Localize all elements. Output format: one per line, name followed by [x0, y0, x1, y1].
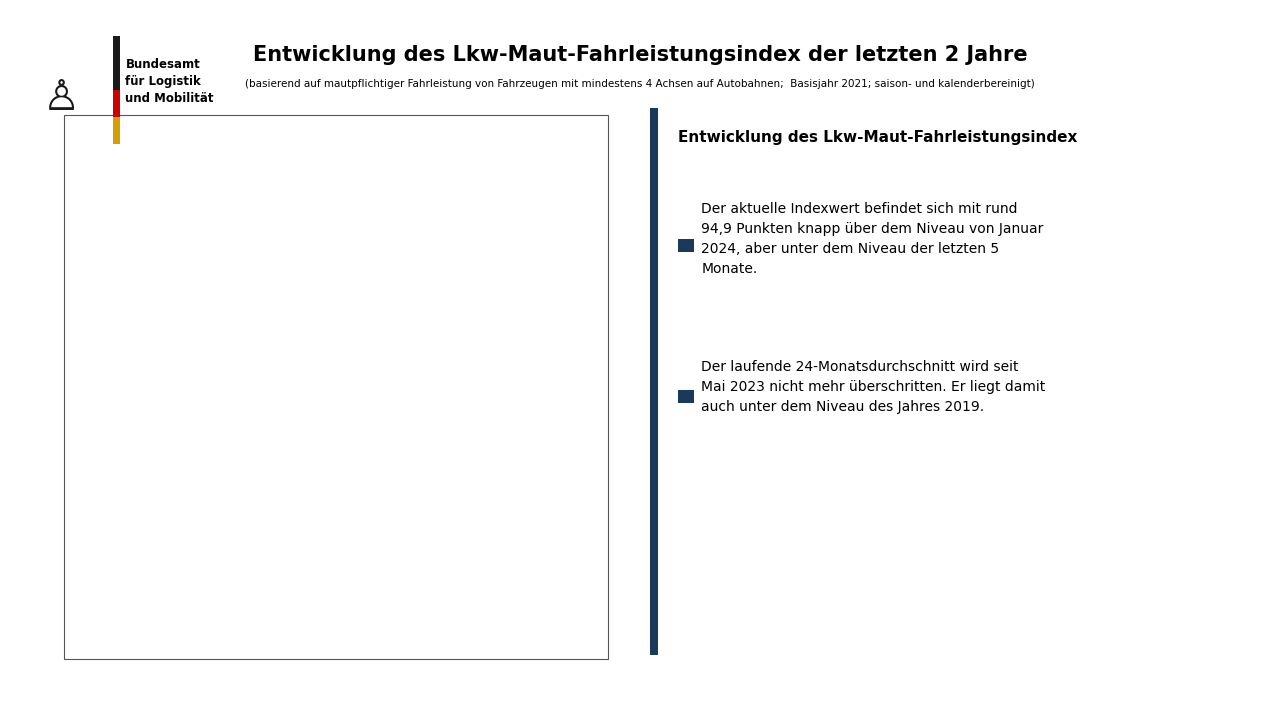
Text: Der laufende 24-Monatsdurchschnitt wird seit
Mai 2023 nicht mehr überschritten. : Der laufende 24-Monatsdurchschnitt wird … — [701, 360, 1046, 414]
Text: Bundesamt
für Logistik
und Mobilität: Bundesamt für Logistik und Mobilität — [125, 58, 214, 104]
Text: Der aktuelle Indexwert befindet sich mit rund
94,9 Punkten knapp über dem Niveau: Der aktuelle Indexwert befindet sich mit… — [701, 202, 1043, 276]
Text: ♙: ♙ — [42, 77, 81, 119]
Y-axis label: Lkw-Maut-Fahrleistungsindex: Lkw-Maut-Fahrleistungsindex — [73, 305, 82, 469]
Text: (basierend auf mautpflichtiger Fahrleistung von Fahrzeugen mit mindestens 4 Achs: (basierend auf mautpflichtiger Fahrleist… — [246, 79, 1034, 89]
Text: Entwicklung des Lkw-Maut-Fahrleistungsindex der letzten 2 Jahre: Entwicklung des Lkw-Maut-Fahrleistungsin… — [252, 45, 1028, 65]
Text: Entwicklung des Lkw-Maut-Fahrleistungsindex: Entwicklung des Lkw-Maut-Fahrleistungsin… — [678, 130, 1078, 145]
